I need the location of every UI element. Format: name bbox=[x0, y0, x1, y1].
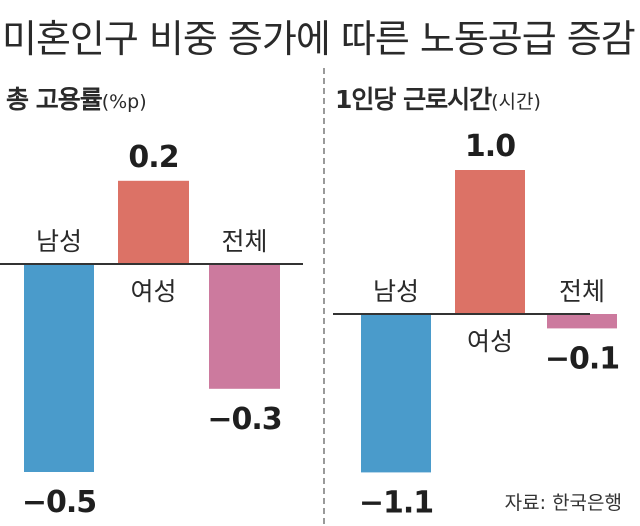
employment-category-label-male: 남성 bbox=[36, 227, 82, 256]
panel-divider bbox=[323, 68, 325, 524]
hours-category-label-female: 여성 bbox=[467, 327, 513, 356]
left-chart-title: 총 고용률(%p) bbox=[6, 80, 147, 116]
right-chart-unit: (시간) bbox=[491, 91, 541, 113]
source-note: 자료: 한국은행 bbox=[504, 492, 622, 514]
left-chart-title-text: 총 고용률 bbox=[6, 85, 103, 114]
employment-bar-total bbox=[209, 264, 280, 389]
hours-value-label-female: 1.0 bbox=[465, 129, 515, 164]
employment-bar-female bbox=[118, 180, 189, 264]
main-title: 미혼인구 비중 증가에 따른 노동공급 증감 bbox=[2, 17, 636, 61]
hours-bar-total bbox=[547, 314, 617, 329]
left-chart-unit: (%p) bbox=[101, 91, 147, 113]
employment-category-label-total: 전체 bbox=[221, 227, 267, 256]
employment-value-label-female: 0.2 bbox=[128, 140, 178, 175]
employment-value-label-male: −0.5 bbox=[22, 485, 96, 520]
right-chart-title-text: 1인당 근로시간 bbox=[335, 85, 492, 114]
employment-value-label-total: −0.3 bbox=[207, 402, 281, 437]
hours-bar-male bbox=[361, 314, 431, 473]
employment-bar-male bbox=[24, 264, 94, 472]
hours-category-label-male: 남성 bbox=[373, 277, 419, 306]
hours-value-label-total: −0.1 bbox=[545, 341, 619, 376]
employment-category-label-female: 여성 bbox=[130, 277, 176, 306]
hours-value-label-male: −1.1 bbox=[359, 485, 433, 520]
right-chart-title: 1인당 근로시간(시간) bbox=[335, 80, 541, 116]
hours-bar-female bbox=[455, 170, 525, 314]
hours-category-label-total: 전체 bbox=[559, 277, 605, 306]
